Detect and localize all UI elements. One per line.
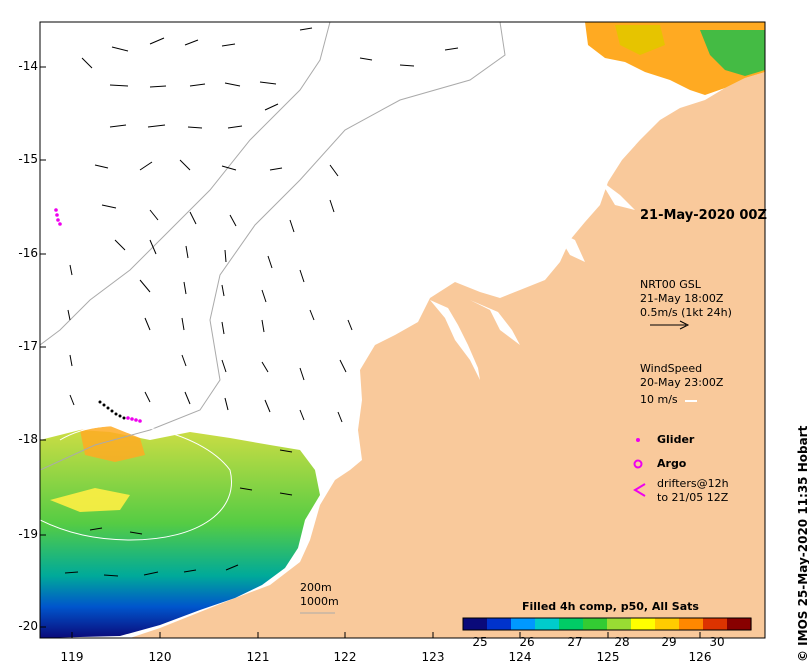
glider-legend-label: Glider	[657, 433, 695, 446]
drifter-legend-line2: to 21/05 12Z	[657, 491, 729, 504]
colorbar-segment	[607, 618, 632, 630]
sst-patch-north-yellow	[615, 25, 665, 55]
x-tick-label: 126	[688, 650, 712, 664]
y-tick-label: -18	[18, 432, 38, 446]
argo-marker-icon	[633, 459, 643, 469]
inlet	[430, 300, 480, 380]
glider-track	[54, 208, 142, 423]
land-mass	[130, 22, 765, 638]
wind-legend-line2: 20-May 23:00Z	[640, 376, 724, 389]
colorbar-tick-label: 27	[567, 635, 583, 649]
colorbar-frame	[462, 617, 752, 631]
colorbar-segment	[655, 618, 680, 630]
sst-warm-patch	[80, 426, 145, 462]
colorbar-tick-label: 29	[661, 635, 677, 649]
depth-legend-1000m: 1000m	[300, 595, 339, 608]
x-tick-label: 124	[508, 650, 532, 664]
y-tick-label: -15	[18, 152, 38, 166]
colorbar-tick-label: 28	[614, 635, 630, 649]
current-scale-arrowhead	[679, 320, 690, 330]
current-legend-line1: NRT00 GSL	[640, 278, 701, 291]
colorbar-segment	[487, 618, 512, 630]
sst-patch-north-green	[700, 30, 765, 76]
colorbar-segment	[511, 618, 536, 630]
drifter-track	[98, 400, 126, 420]
inlet	[470, 300, 520, 345]
x-tick-label: 123	[421, 650, 445, 664]
inlet	[600, 180, 635, 210]
y-tick-label: -20	[18, 619, 38, 633]
colorbar-tick-label: 26	[519, 635, 535, 649]
x-tick-label: 120	[148, 650, 172, 664]
colorbar-segment	[679, 618, 704, 630]
tick-marks	[40, 66, 701, 638]
wind-legend-line1: WindSpeed	[640, 362, 703, 375]
x-tick-label: 121	[246, 650, 270, 664]
isobath-offshore-circle	[40, 425, 232, 541]
x-tick-label: 125	[596, 650, 620, 664]
y-tick-label: -19	[18, 527, 38, 541]
y-tick-label: -14	[18, 59, 38, 73]
date-label: 21-May-2020 00Z	[640, 208, 767, 223]
plot-frame	[39, 21, 766, 639]
inlet	[555, 230, 585, 262]
drifter-legend-line1: drifters@12h	[657, 477, 729, 490]
imos-credit: © IMOS 25-May-2020 11:35 Hobart	[796, 425, 809, 662]
colorbar-tick-label: 25	[472, 635, 488, 649]
drifter-marker-icon	[633, 483, 646, 497]
isobath-200m	[40, 22, 506, 471]
x-tick-label: 119	[60, 650, 84, 664]
colorbar-segment	[631, 618, 656, 630]
colorbar-segment	[727, 618, 752, 630]
current-vectors	[64, 27, 459, 577]
colorbar-segment	[535, 618, 560, 630]
sst-warm-patch	[50, 488, 130, 512]
x-tick-label: 122	[333, 650, 357, 664]
argo-legend-label: Argo	[657, 457, 687, 470]
colorbar-segment	[463, 618, 488, 630]
glider-marker-icon	[636, 438, 640, 442]
depth-legend-200m: 200m	[300, 581, 332, 594]
colorbar-segment	[703, 618, 728, 630]
colorbar-segment	[583, 618, 608, 630]
y-tick-label: -16	[18, 246, 38, 260]
current-legend-line2: 21-May 18:00Z	[640, 292, 724, 305]
colorbar-title: Filled 4h comp, p50, All Sats	[522, 600, 699, 613]
colorbar-segment	[559, 618, 584, 630]
colorbar-tick-label: 30	[709, 635, 725, 649]
y-tick-label: -17	[18, 339, 38, 353]
colorbar	[463, 618, 752, 630]
isobath-1000m	[40, 22, 331, 346]
current-legend-line3: 0.5m/s (1kt 24h)	[640, 306, 732, 319]
wind-legend-line3: 10 m/s	[640, 393, 678, 406]
